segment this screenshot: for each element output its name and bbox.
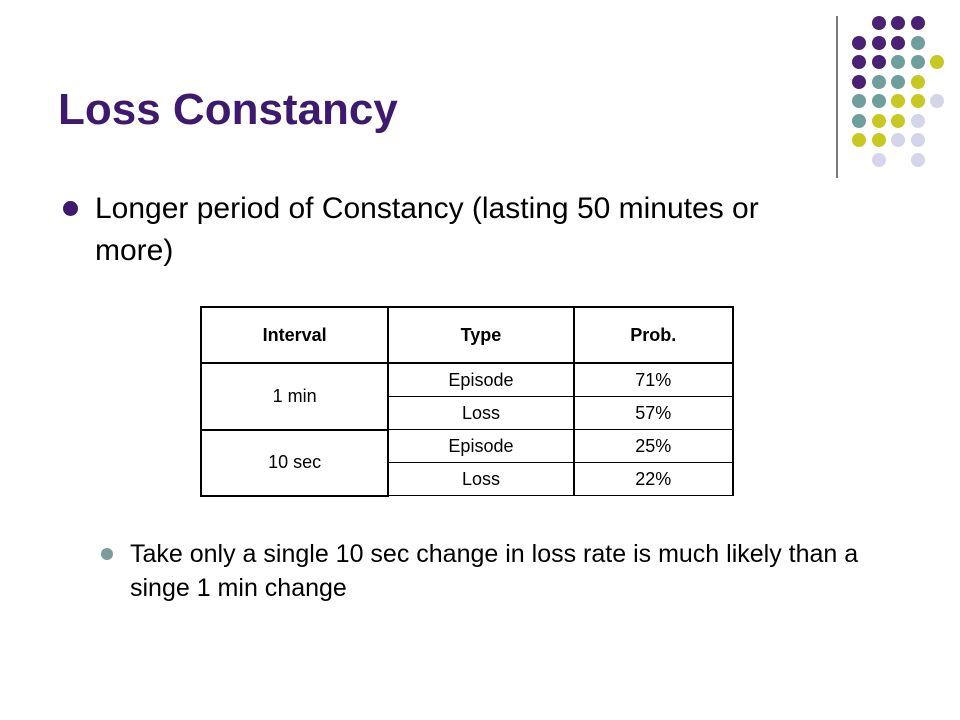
decorative-dot-icon <box>852 94 866 108</box>
decorative-dot-icon <box>910 55 925 69</box>
decorative-dot-icon <box>891 133 905 147</box>
decorative-dot-icon <box>930 55 944 69</box>
decorative-dot-icon <box>852 133 866 147</box>
decorative-dot-icon <box>910 94 925 108</box>
decorative-dot-icon <box>871 55 886 69</box>
decorative-dot-icon <box>891 113 905 128</box>
decorative-dot-icon <box>891 74 905 89</box>
decorative-dot-icon <box>891 94 905 108</box>
table-row: Loss 22% <box>201 462 735 496</box>
decorative-dot-icon <box>871 152 886 167</box>
decorative-dot-icon <box>852 113 866 128</box>
bullet-dot-icon <box>63 201 78 216</box>
bullet-dot-icon <box>101 548 113 560</box>
decorative-dot-icon <box>852 55 866 69</box>
slide-title: Loss Constancy <box>58 85 398 134</box>
decorative-dot-icon <box>871 94 886 108</box>
loss-probability-table: Interval Type Prob. 1 min Episode 71% Lo… <box>199 306 735 497</box>
decorative-dot-icon <box>852 74 866 89</box>
decorative-dot-icon <box>852 35 866 50</box>
decorative-dot-icon <box>910 152 925 167</box>
type-cell: Loss <box>387 396 575 430</box>
decorative-dot-icon <box>871 113 886 128</box>
decorative-dot-icon <box>891 55 905 69</box>
column-header-prob: Prob. <box>572 306 735 364</box>
interval-cell: 10 sec <box>199 428 390 497</box>
decorative-dot-icon <box>910 113 925 128</box>
column-header-interval: Interval <box>199 306 390 364</box>
prob-cell: 57% <box>572 396 735 430</box>
bullet-item-2: Take only a single 10 sec change in loss… <box>101 537 890 605</box>
table-header-row: Interval Type Prob. <box>199 306 735 364</box>
decorative-dot-icon <box>871 133 886 147</box>
decorative-dot-icon <box>910 16 925 30</box>
decorative-dot-icon <box>871 35 886 50</box>
type-cell: Episode <box>387 362 575 397</box>
decorative-dot-icon <box>871 74 886 89</box>
table-row: Loss 57% <box>201 396 735 430</box>
type-cell: Loss <box>387 462 575 496</box>
prob-cell: 25% <box>572 429 735 463</box>
column-header-type: Type <box>387 306 575 364</box>
decorative-divider-line <box>836 16 838 178</box>
prob-cell: 22% <box>572 462 735 496</box>
type-cell: Episode <box>387 429 575 463</box>
decorative-dot-icon <box>930 94 944 108</box>
decorative-dot-icon <box>891 35 905 50</box>
decorative-dot-grid <box>0 0 960 180</box>
decorative-dot-icon <box>910 74 925 89</box>
decorative-dot-icon <box>910 133 925 147</box>
table-row: 10 sec Episode 25% <box>199 428 735 497</box>
decorative-dot-icon <box>891 16 905 30</box>
table-row: 1 min Episode 71% <box>199 362 735 431</box>
bullet-text: Take only a single 10 sec change in loss… <box>130 540 859 602</box>
bullet-item-1: Longer period of Constancy (lasting 50 m… <box>63 188 815 272</box>
bullet-text: Longer period of Constancy (lasting 50 m… <box>95 192 759 267</box>
interval-cell: 1 min <box>199 362 390 431</box>
decorative-dot-icon <box>910 35 925 50</box>
prob-cell: 71% <box>572 362 735 397</box>
decorative-dot-icon <box>871 16 886 30</box>
